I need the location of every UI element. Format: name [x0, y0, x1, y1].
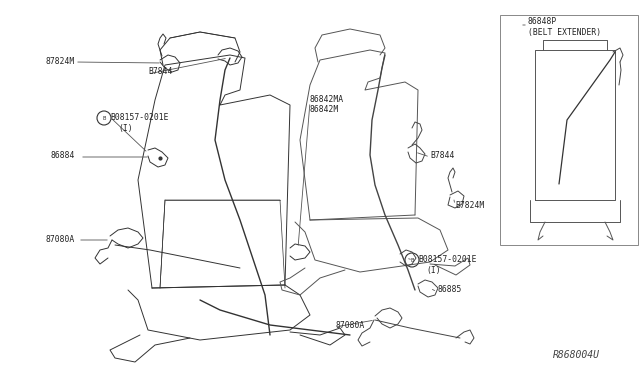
Text: B08157-0201E: B08157-0201E [418, 256, 477, 264]
Text: (I): (I) [426, 266, 440, 275]
Text: B: B [102, 115, 106, 121]
Text: 86885: 86885 [437, 285, 461, 295]
Text: B7844: B7844 [430, 151, 454, 160]
Text: B7844: B7844 [148, 67, 172, 77]
Text: 87824M: 87824M [45, 58, 75, 67]
Text: 87080A: 87080A [45, 235, 75, 244]
Text: 86842MA: 86842MA [310, 96, 344, 105]
Text: 86884: 86884 [51, 151, 75, 160]
Text: B7824M: B7824M [455, 201, 484, 209]
Text: (BELT EXTENDER): (BELT EXTENDER) [528, 28, 601, 36]
Text: (I): (I) [118, 124, 132, 132]
Text: 87080A: 87080A [335, 321, 364, 330]
Text: 86848P: 86848P [528, 17, 557, 26]
Text: 86842M: 86842M [310, 106, 339, 115]
Bar [500, 15, 638, 245]
Text: B08157-0201E: B08157-0201E [110, 113, 168, 122]
Text: R868004U: R868004U [553, 350, 600, 360]
Text: B: B [410, 257, 413, 263]
